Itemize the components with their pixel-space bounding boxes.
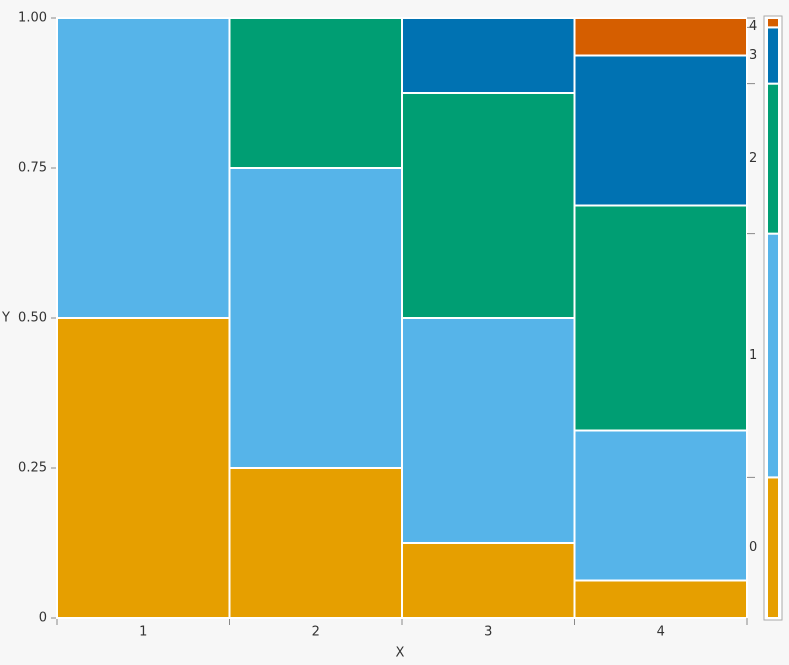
x-axis-label: X: [396, 646, 405, 661]
mosaic-cell: [228, 17, 403, 169]
y-tick-label: 0.75: [18, 161, 47, 176]
legend-label: 1: [749, 348, 757, 363]
y-axis-label: Y: [1, 311, 10, 326]
mosaic-cell: [228, 467, 403, 619]
marginal-segment: [766, 26, 780, 85]
x-tick-label: 1: [139, 625, 147, 640]
mosaic-cell: [573, 17, 748, 57]
mosaic-cell: [56, 17, 231, 319]
x-tick-label: 3: [484, 625, 492, 640]
y-tick-label: 0: [39, 611, 47, 626]
marginal-segment: [766, 82, 780, 235]
mosaic-cell: [401, 317, 576, 544]
y-tick-label: 1.00: [18, 11, 47, 26]
mosaic-cell: [401, 17, 576, 94]
legend-label: 4: [749, 19, 757, 34]
marginal-segment: [766, 232, 780, 479]
legend-label: 2: [749, 151, 757, 166]
x-tick-label: 2: [312, 625, 320, 640]
mosaic-cell: [401, 92, 576, 319]
marginal-segment: [766, 17, 780, 29]
mosaic-cell: [573, 579, 748, 619]
marginal-segment: [766, 476, 780, 619]
x-tick-label: 4: [657, 625, 665, 640]
mosaic-cell: [573, 54, 748, 207]
y-tick-label: 0.25: [18, 461, 47, 476]
legend-label: 3: [749, 48, 757, 63]
mosaic-cell: [573, 429, 748, 582]
legend-label: 0: [749, 540, 757, 555]
mosaic-cell: [401, 542, 576, 619]
y-tick-label: 0.50: [18, 311, 47, 326]
mosaic-cell: [573, 204, 748, 432]
mosaic-cell: [56, 317, 231, 619]
mosaic-cell: [228, 167, 403, 469]
